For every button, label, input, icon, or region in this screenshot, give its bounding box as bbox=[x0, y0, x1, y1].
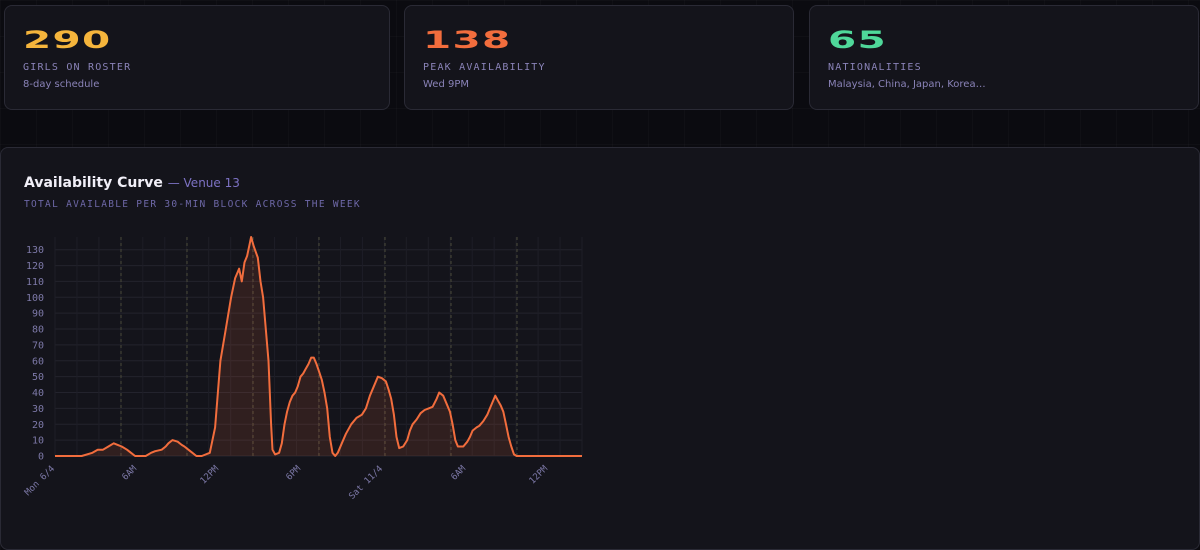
y-tick-label: 70 bbox=[32, 340, 44, 351]
chart-subtitle: TOTAL AVAILABLE PER 30-MIN BLOCK ACROSS … bbox=[24, 199, 361, 210]
chart-title: Availability Curve — Venue 13 bbox=[24, 175, 240, 191]
availability-chart: 0 10 20 30 40 50 60 70 80 90 100 110 120 130 Mon 6/4 6A… bbox=[23, 236, 583, 502]
y-tick-label: 20 bbox=[32, 420, 44, 431]
stat-card-roster: 290 GIRLS ON ROSTER 8-day schedule bbox=[4, 5, 390, 110]
x-tick-label: Mon 6/4 bbox=[23, 464, 57, 498]
availability-line bbox=[55, 236, 582, 457]
x-tick-label: 12PM bbox=[528, 464, 551, 487]
stat-card-nationalities: 65 NATIONALITIES Malaysia, China, Japan,… bbox=[809, 5, 1199, 110]
x-tick-label: 6AM bbox=[121, 464, 140, 483]
stat-value: 138 bbox=[423, 26, 512, 55]
y-tick-label: 80 bbox=[32, 325, 44, 336]
stat-sub: Malaysia, China, Japan, Korea… bbox=[828, 79, 986, 90]
chart-venue: — Venue 13 bbox=[167, 176, 240, 190]
chart-title-text: Availability Curve bbox=[24, 175, 163, 191]
x-tick-label: Sat 11/4 bbox=[347, 464, 385, 502]
availability-area bbox=[55, 237, 582, 456]
y-tick-label: 110 bbox=[26, 277, 44, 288]
stat-sub: Wed 9PM bbox=[423, 79, 470, 90]
y-tick-label: 100 bbox=[26, 293, 44, 304]
stat-value: 65 bbox=[828, 26, 888, 55]
stat-sub: 8-day schedule bbox=[23, 79, 100, 90]
y-tick-label: 40 bbox=[32, 388, 44, 399]
stat-label: NATIONALITIES bbox=[828, 62, 922, 73]
x-tick-label: 6PM bbox=[285, 464, 304, 483]
y-tick-label: 0 bbox=[38, 452, 44, 463]
y-tick-label: 30 bbox=[32, 404, 44, 415]
stat-label: GIRLS ON ROSTER bbox=[23, 62, 132, 73]
x-tick-label: 12PM bbox=[199, 464, 222, 487]
y-tick-label: 50 bbox=[32, 372, 44, 383]
stat-label: PEAK AVAILABILITY bbox=[423, 62, 546, 73]
y-tick-label: 120 bbox=[26, 261, 44, 272]
y-tick-label: 60 bbox=[32, 356, 44, 367]
availability-chart-card: Availability Curve — Venue 13 TOTAL AVAI… bbox=[0, 147, 1200, 550]
x-tick-label: 6AM bbox=[450, 464, 469, 483]
y-tick-label: 10 bbox=[32, 436, 44, 447]
stat-value: 290 bbox=[23, 26, 112, 55]
stat-card-peak: 138 PEAK AVAILABILITY Wed 9PM bbox=[404, 5, 794, 110]
y-tick-label: 130 bbox=[26, 245, 44, 256]
y-tick-label: 90 bbox=[32, 309, 44, 320]
